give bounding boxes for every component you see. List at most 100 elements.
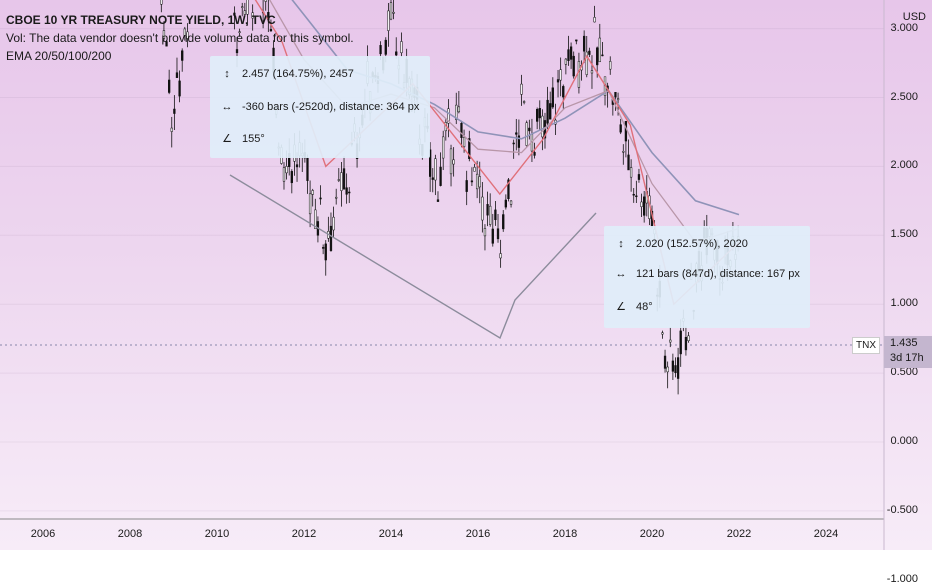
candle-body [549, 103, 552, 120]
candle-body [520, 83, 523, 95]
candle-body [515, 132, 518, 135]
candle-body [452, 159, 455, 165]
candle-body [165, 41, 168, 47]
candle-body [496, 228, 500, 240]
candle-body [596, 47, 599, 66]
candle-body [449, 148, 453, 175]
candle-body [431, 177, 434, 180]
candle-body [528, 127, 531, 132]
candle-body [629, 167, 633, 178]
last-price-value: 1.435 [890, 337, 918, 349]
candle-body [455, 104, 458, 120]
candle-body [525, 122, 528, 146]
candle-body [319, 197, 322, 200]
candle-body [379, 45, 382, 55]
candle-body [285, 166, 288, 174]
candle-body [546, 99, 549, 124]
candle-body [679, 330, 682, 355]
candle-body [170, 127, 173, 132]
measure-2-price: 2.020 (152.57%), 2020 [636, 238, 748, 250]
candle-body [340, 172, 343, 191]
candle-body [462, 137, 466, 147]
candle-body [295, 164, 299, 168]
candle-body [676, 357, 680, 379]
x-tick-label: 2016 [465, 528, 491, 540]
candle-body [504, 199, 507, 208]
candle-body [306, 157, 309, 181]
candle-body [387, 10, 390, 31]
candle-body [264, 0, 267, 2]
symbol-tag: TNX [852, 337, 880, 354]
x-tick-label: 2010 [204, 528, 230, 540]
candle-body [536, 108, 539, 122]
candle-body [637, 174, 641, 180]
candle-body [475, 173, 479, 190]
candle-body [345, 187, 348, 195]
measure-1-price: 2.457 (164.75%), 2457 [242, 68, 354, 80]
candle-body [483, 228, 487, 237]
x-tick-label: 2014 [378, 528, 404, 540]
candle-body [671, 360, 675, 372]
candle-body [181, 50, 184, 61]
candle-body [160, 0, 163, 5]
x-tick-label: 2012 [291, 528, 317, 540]
candle-body [517, 135, 521, 148]
candle-body [577, 61, 581, 88]
volume-note: Vol: The data vendor doesn't provide vol… [6, 31, 354, 45]
candle-body [541, 115, 544, 138]
candle-body [395, 51, 398, 56]
measure-1-bars: -360 bars (-2520d), distance: 364 px [242, 101, 420, 113]
y-tick-label: 1.500 [890, 228, 918, 241]
measure-1-angle: 155° [242, 132, 265, 145]
candle-body [588, 50, 591, 55]
bar-range-icon: ↔ [221, 101, 233, 113]
y-tick-label: 2.000 [890, 159, 918, 172]
candle-body [314, 209, 317, 229]
candle-body [186, 31, 189, 39]
x-tick-label: 2018 [552, 528, 578, 540]
x-tick-label: 2006 [30, 528, 56, 540]
candle-body [246, 0, 249, 15]
candle-body [434, 158, 437, 181]
candle-body [632, 193, 635, 196]
x-tick-label: 2008 [117, 528, 143, 540]
price-chart[interactable] [0, 0, 932, 550]
measure-2-bars: 121 bars (847d), distance: 167 px [636, 268, 800, 280]
candle-body [321, 247, 325, 249]
x-tick-label: 2024 [813, 528, 839, 540]
candle-body [564, 58, 568, 65]
candle-body [162, 30, 166, 39]
candle-body [473, 167, 476, 172]
candle-body [616, 98, 620, 101]
candle-body [465, 180, 468, 192]
candle-body [666, 366, 669, 373]
measure-box-2[interactable]: ↕ 2.020 (152.57%), 2020 ↔ 121 bars (847d),… [604, 226, 810, 328]
candle-body [572, 55, 575, 77]
measure-box-1[interactable]: ↕ 2.457 (164.75%), 2457 ↔ -360 bars (-2520… [210, 56, 430, 158]
candle-body [489, 205, 492, 225]
candle-body [661, 332, 664, 335]
candle-body [481, 196, 484, 221]
candle-body [533, 152, 536, 156]
candle-body [183, 28, 186, 36]
candle-body [308, 193, 312, 215]
candle-body [593, 17, 596, 23]
y-tick-label: 2.500 [890, 90, 918, 103]
candle-body [687, 335, 690, 341]
candle-body [522, 101, 526, 103]
candle-body [643, 196, 646, 216]
candle-body [269, 29, 273, 32]
indicator-legend[interactable]: EMA 20/50/100/200 [6, 49, 112, 63]
y-tick-label: -0.500 [886, 503, 918, 516]
candle-body [392, 11, 395, 14]
candle-body [575, 39, 578, 42]
candle-body [384, 39, 387, 55]
candle-body [674, 365, 677, 373]
trend-line [229, 174, 597, 340]
candle-body [311, 190, 314, 195]
candle-body [429, 149, 432, 177]
bar-countdown: 3d 17h [890, 352, 924, 364]
candle-body [447, 108, 450, 124]
candle-body [348, 191, 351, 194]
candle-body [478, 176, 481, 188]
